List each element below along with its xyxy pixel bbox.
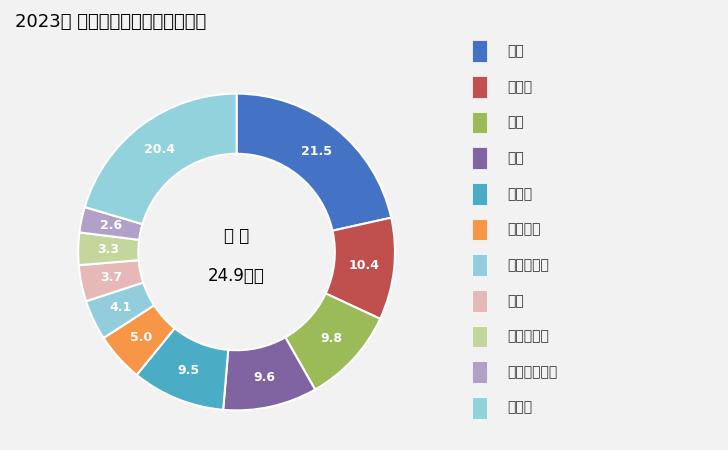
FancyBboxPatch shape [472,361,487,383]
FancyBboxPatch shape [472,397,487,418]
Text: 5.0: 5.0 [130,331,152,344]
FancyBboxPatch shape [472,76,487,98]
Text: ベトナム: ベトナム [507,222,541,237]
Text: ドイツ: ドイツ [507,80,532,94]
Text: 3.3: 3.3 [98,243,119,256]
Text: 香港: 香港 [507,44,524,58]
FancyBboxPatch shape [472,183,487,205]
Wedge shape [223,338,315,410]
Text: スリランカ: スリランカ [507,329,549,343]
FancyBboxPatch shape [472,40,487,62]
Wedge shape [78,232,139,265]
Wedge shape [79,207,143,240]
Wedge shape [103,305,175,375]
Text: 中国: 中国 [507,151,524,165]
FancyBboxPatch shape [472,219,487,240]
Wedge shape [137,328,229,410]
FancyBboxPatch shape [472,254,487,276]
Text: 3.7: 3.7 [100,271,122,284]
Text: 台湾: 台湾 [507,294,524,308]
Text: 9.8: 9.8 [320,333,342,345]
Text: 9.6: 9.6 [253,371,275,384]
Text: 2023年 輸出相手国のシェア（％）: 2023年 輸出相手国のシェア（％） [15,14,206,32]
FancyBboxPatch shape [472,147,487,169]
Wedge shape [285,293,380,390]
FancyBboxPatch shape [472,325,487,347]
Wedge shape [84,94,237,224]
Wedge shape [79,260,143,301]
Text: 総 額: 総 額 [224,227,249,245]
Text: 米国: 米国 [507,116,524,130]
Text: その他: その他 [507,400,532,415]
Text: 20.4: 20.4 [144,143,175,156]
Text: 9.5: 9.5 [178,364,199,378]
FancyBboxPatch shape [472,290,487,312]
Text: ロシア: ロシア [507,187,532,201]
Wedge shape [86,283,154,338]
Text: 10.4: 10.4 [349,259,379,272]
Text: 21.5: 21.5 [301,145,333,158]
FancyBboxPatch shape [472,112,487,134]
Text: 2.6: 2.6 [100,219,122,232]
Text: 24.9億円: 24.9億円 [208,267,265,285]
Wedge shape [237,94,391,231]
Text: オーストリア: オーストリア [507,365,558,379]
Wedge shape [325,218,395,319]
Text: カンボジア: カンボジア [507,258,549,272]
Text: 4.1: 4.1 [110,301,132,314]
